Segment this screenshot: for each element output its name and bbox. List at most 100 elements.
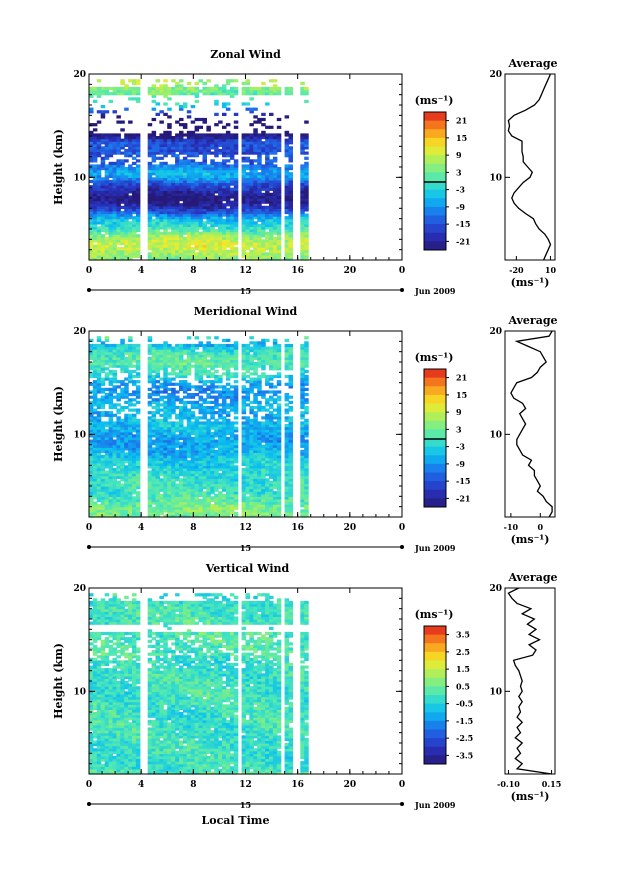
heatmap-cell — [89, 491, 94, 495]
heatmap-cell — [194, 167, 200, 171]
heatmap-cell — [284, 203, 290, 207]
heatmap-cell — [159, 198, 164, 202]
heatmap-cell — [167, 395, 172, 399]
heatmap-cell — [265, 241, 270, 246]
heatmap-cell — [96, 234, 102, 238]
heatmap-cell — [288, 192, 293, 196]
heatmap-cell — [210, 167, 215, 171]
heatmap-cell — [104, 511, 110, 515]
heatmap-cell — [241, 172, 247, 176]
heatmap-cell — [222, 493, 227, 497]
heatmap-cell — [206, 257, 211, 261]
heatmap-cell — [135, 426, 141, 430]
heatmap-cell — [167, 252, 172, 256]
heatmap-cell — [112, 213, 117, 217]
heatmap-cell — [151, 107, 157, 111]
heatmap-cell — [132, 511, 137, 515]
heatmap-cell — [124, 151, 129, 155]
heatmap-cell — [182, 372, 188, 376]
heatmap-cell — [300, 216, 305, 220]
heatmap-cell — [151, 172, 157, 176]
heatmap-cell — [210, 208, 215, 212]
heatmap-cell — [229, 213, 235, 217]
heatmap-cell — [206, 343, 211, 348]
heatmap-cell — [257, 223, 262, 227]
heatmap-cell — [190, 429, 196, 433]
heatmap-cell — [210, 151, 215, 155]
heatmap-cell — [190, 213, 196, 217]
heatmap-cell — [186, 465, 192, 469]
heatmap-cell — [257, 254, 262, 258]
heatmap-cell — [104, 460, 110, 464]
heatmap-cell — [128, 436, 133, 441]
heatmap-cell — [245, 203, 250, 207]
heatmap-cell — [202, 254, 207, 258]
heatmap-cell — [147, 393, 153, 397]
heatmap-cell — [206, 210, 211, 215]
heatmap-cell — [190, 421, 196, 425]
heatmap-cell — [108, 424, 114, 428]
heatmap-cell — [179, 123, 184, 127]
heatmap-cell — [147, 424, 153, 428]
heatmap-cell — [222, 136, 227, 140]
heatmap-cell — [104, 431, 110, 435]
heatmap-cell — [151, 133, 157, 137]
heatmap-cell — [132, 203, 137, 207]
heatmap-cell — [225, 393, 231, 397]
heatmap-cell — [229, 247, 235, 251]
heatmap-cell — [179, 221, 184, 225]
heatmap-cell — [272, 156, 278, 160]
heatmap-cell — [284, 86, 290, 91]
heatmap-cell — [92, 514, 98, 518]
heatmap-cell — [96, 203, 102, 207]
heatmap-cell — [159, 185, 164, 189]
heatmap-cell — [182, 143, 188, 147]
heatmap-cell — [116, 465, 121, 469]
heatmap-cell — [245, 364, 250, 368]
heatmap-cell — [214, 449, 219, 453]
heatmap-cell — [218, 252, 223, 256]
heatmap-cell — [202, 179, 207, 184]
heatmap-cell — [202, 442, 207, 446]
heatmap-cell — [241, 247, 247, 251]
heatmap-cell — [159, 395, 164, 399]
heatmap-cell — [128, 169, 133, 173]
heatmap-cell — [225, 249, 231, 253]
heatmap-cell — [171, 439, 176, 443]
heatmap-cell — [112, 351, 117, 355]
heatmap-cell — [155, 473, 160, 477]
heatmap-cell — [147, 161, 153, 165]
heatmap-cell — [194, 462, 200, 466]
heatmap-cell — [147, 252, 153, 256]
heatmap-cell — [249, 213, 254, 217]
heatmap-cell — [241, 462, 247, 466]
heatmap-cell — [241, 514, 247, 518]
heatmap-cell — [194, 86, 200, 91]
heatmap-cell — [108, 413, 114, 417]
heatmap-cell — [128, 398, 133, 402]
heatmap-cell — [210, 470, 215, 474]
heatmap-cell — [100, 218, 106, 222]
heatmap-cell — [233, 169, 239, 173]
heatmap-cell — [253, 198, 258, 202]
heatmap-cell — [89, 213, 94, 217]
heatmap-cell — [135, 81, 141, 85]
heatmap-cell — [222, 354, 227, 358]
heatmap-cell — [112, 221, 117, 225]
heatmap-cell — [132, 467, 137, 472]
heatmap-cell — [135, 164, 141, 168]
heatmap-cell — [222, 86, 227, 91]
heatmap-cell — [272, 221, 278, 225]
heatmap-cell — [186, 511, 192, 515]
heatmap-cell — [225, 338, 231, 342]
heatmap-cell — [147, 462, 153, 466]
heatmap-cell — [104, 514, 110, 518]
heatmap-cell — [179, 130, 184, 134]
heatmap-cell — [210, 436, 215, 441]
heatmap-cell — [124, 362, 129, 366]
heatmap-cell — [108, 257, 114, 261]
heatmap-cell — [261, 229, 266, 233]
heatmap-cell — [147, 356, 153, 360]
heatmap-cell — [300, 218, 305, 222]
heatmap-cell — [108, 509, 114, 513]
